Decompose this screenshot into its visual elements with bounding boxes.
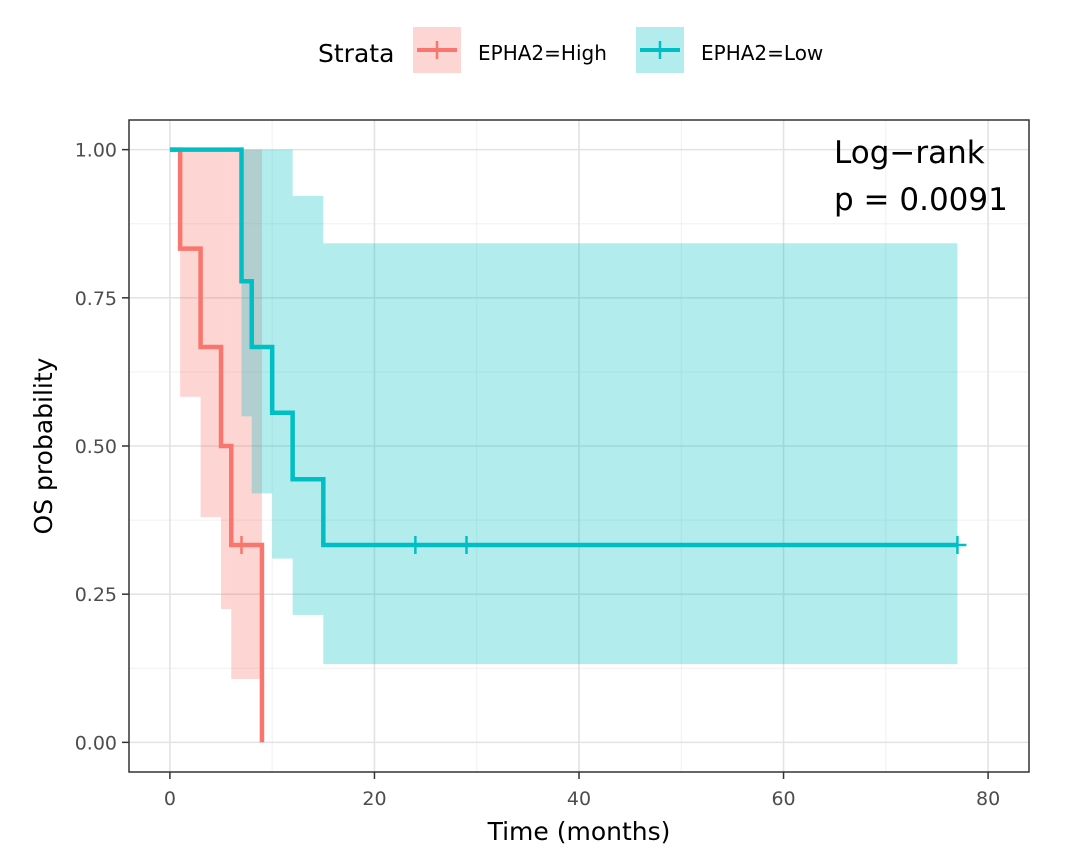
y-tick-label: 0.25 xyxy=(75,584,117,606)
censor-marks xyxy=(232,535,967,554)
y-tick-label: 0.00 xyxy=(75,732,117,754)
ci-band-low xyxy=(272,149,293,559)
legend-label-low: EPHA2=Low xyxy=(701,41,823,65)
legend-key-low xyxy=(636,27,684,73)
y-axis: 0.00 0.25 0.50 0.75 1.00 xyxy=(75,140,129,754)
legend-label-high: EPHA2=High xyxy=(478,41,607,65)
ci-band-high xyxy=(180,149,201,397)
x-tick-label: 40 xyxy=(567,788,591,810)
legend: Strata EPHA2=High EPHA2=Low xyxy=(318,27,823,73)
censor-mark-high xyxy=(232,535,251,554)
ci-band-high xyxy=(231,149,262,679)
grid-lines xyxy=(129,120,1029,772)
logrank-label: Log−rank xyxy=(834,135,985,171)
legend-title: Strata xyxy=(318,39,394,68)
x-tick-label: 60 xyxy=(771,788,795,810)
x-axis-title: Time (months) xyxy=(487,817,671,846)
x-tick-label: 20 xyxy=(362,788,386,810)
x-axis: 0 20 40 60 80 xyxy=(164,772,1000,810)
x-tick-label: 0 xyxy=(164,788,176,810)
legend-key-high xyxy=(413,27,461,73)
censor-mark-low xyxy=(948,535,967,554)
ci-band-low xyxy=(323,243,958,665)
ci-band-low xyxy=(292,195,324,615)
plot-panel xyxy=(128,119,1030,773)
y-axis-title: OS probability xyxy=(29,357,58,534)
ci-band-high xyxy=(200,149,222,518)
ci-band-low xyxy=(251,149,273,494)
censor-mark-low xyxy=(406,535,425,554)
x-tick-label: 80 xyxy=(976,788,1000,810)
y-tick-label: 0.75 xyxy=(75,288,117,310)
y-tick-label: 0.50 xyxy=(75,436,117,458)
censor-mark-low xyxy=(457,535,476,554)
pvalue-label: p = 0.0091 xyxy=(834,182,1008,218)
ci-band-high xyxy=(221,149,232,610)
survival-curve-low xyxy=(169,147,958,548)
y-tick-label: 1.00 xyxy=(75,140,117,162)
